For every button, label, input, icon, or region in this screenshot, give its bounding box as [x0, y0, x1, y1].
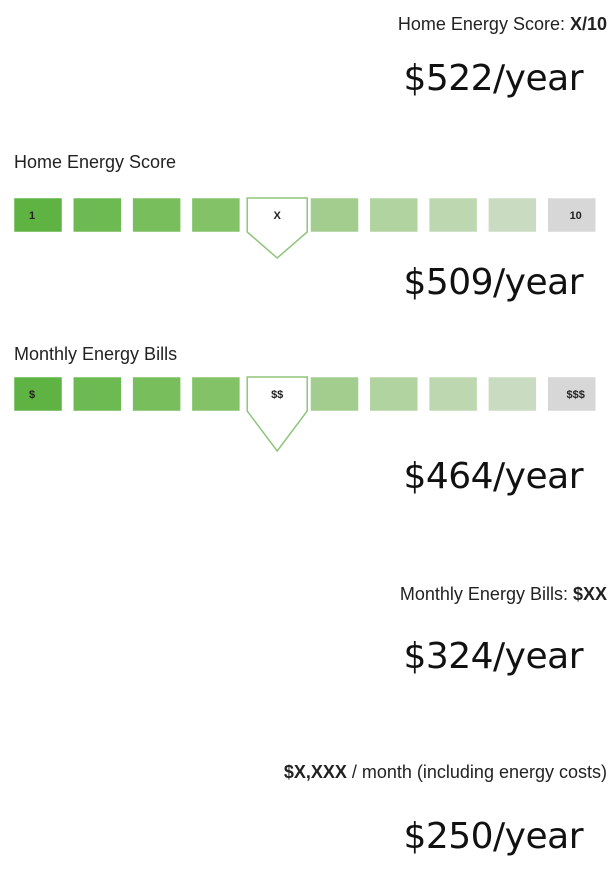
cost: $509/year [403, 262, 583, 303]
cost: $522/year [403, 58, 583, 99]
marker-pointer [246, 376, 308, 453]
segment [13, 376, 63, 412]
scale-bar: $$$ $$$ [13, 376, 596, 453]
label: Home Energy Score: [397, 14, 565, 34]
segment [488, 376, 537, 412]
segment [310, 197, 359, 233]
low-label: 1 [29, 210, 35, 222]
cost: $324/year [403, 636, 583, 677]
scale-title: Monthly Energy Bills [14, 344, 178, 364]
monthly-line: $X,XXX / month (including energy costs) [284, 762, 607, 783]
scale-bar: X 1 10 [13, 197, 596, 259]
value: $XX [572, 584, 607, 604]
segment [488, 197, 537, 233]
value: X/10 [569, 14, 607, 34]
scale-title: Home Energy Score [14, 152, 177, 172]
cost: $250/year [403, 816, 583, 857]
score-line: Home Energy Score: X/10 [398, 14, 607, 35]
segment [73, 197, 122, 233]
segment [428, 376, 478, 412]
segment [310, 376, 359, 412]
high-label: $$$ [567, 389, 585, 401]
cost: $464/year [403, 456, 583, 497]
segment [547, 376, 596, 412]
segment [132, 376, 181, 412]
segment [73, 376, 122, 412]
segment [132, 197, 181, 233]
value: $X,XXX [283, 762, 347, 782]
label: Monthly Energy Bills: [399, 584, 568, 604]
low-label: $ [29, 389, 35, 401]
high-label: 10 [570, 210, 582, 222]
segment [191, 376, 241, 412]
segment [428, 197, 478, 233]
segment [369, 197, 419, 233]
marker-pointer [246, 197, 308, 259]
segment [191, 197, 241, 233]
segment [547, 197, 596, 233]
marker-label: X [274, 210, 282, 222]
segment [13, 197, 63, 233]
segment [369, 376, 419, 412]
marker-label: $$ [271, 389, 283, 401]
bills-line: Monthly Energy Bills: $XX [400, 584, 607, 605]
label: / month (including energy costs) [351, 762, 607, 782]
